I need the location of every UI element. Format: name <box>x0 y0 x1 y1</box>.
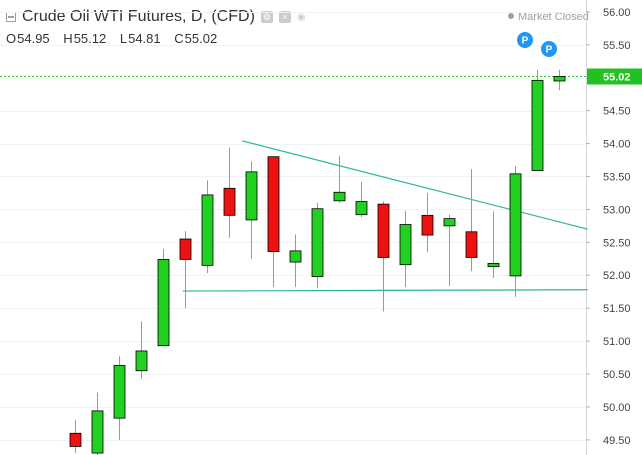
candle-up <box>135 350 148 372</box>
ohlc-readout: O54.95 H55.12 L54.81 C55.02 <box>6 31 227 46</box>
ohlc-open: O54.95 <box>6 31 50 46</box>
trendline <box>182 289 588 292</box>
pivot-marker <box>541 41 557 57</box>
price-tick-label: 54.00 <box>603 139 631 151</box>
candle-down <box>421 214 434 236</box>
close-icon[interactable]: × <box>278 11 291 23</box>
candle-down <box>69 432 82 447</box>
candle-up <box>289 250 302 263</box>
gear-icon[interactable]: ⚙ <box>260 11 273 23</box>
ohlc-low: L54.81 <box>119 31 161 46</box>
candle-up <box>201 194 214 266</box>
status-dot <box>508 13 514 19</box>
price-tick-label: 53.00 <box>603 204 631 216</box>
ohlc-high: H55.12 <box>63 31 107 46</box>
price-tick-label: 51.50 <box>603 303 631 315</box>
candle-up <box>443 218 456 227</box>
price-tick-label: 50.50 <box>603 369 631 381</box>
candle-down <box>377 203 390 258</box>
ohlc-close: C55.02 <box>174 31 218 46</box>
candle-down <box>267 156 280 252</box>
price-tick-label: 52.00 <box>603 270 631 282</box>
price-tick-label: 52.50 <box>603 237 631 249</box>
last-price-label: 55.02 <box>603 72 631 84</box>
price-tick-label: 56.00 <box>603 7 631 19</box>
pivot-marker <box>517 32 533 48</box>
candle-up <box>487 262 500 268</box>
candle-up <box>333 191 346 202</box>
candle-up <box>355 201 368 216</box>
candle-up <box>113 365 126 419</box>
candle-up <box>245 171 258 221</box>
candle-up <box>509 173 522 277</box>
candle-down <box>179 238 192 260</box>
candle-down <box>465 231 478 258</box>
price-tick-label: 50.00 <box>603 402 631 414</box>
trendline <box>242 140 588 230</box>
eye-icon[interactable]: ◉ <box>296 11 306 23</box>
pivot-marker-label: P <box>522 36 529 47</box>
price-tick-label: 55.50 <box>603 40 631 52</box>
candle-up <box>553 75 566 82</box>
candle-up <box>531 79 544 171</box>
candle-down <box>223 187 236 216</box>
price-tick-label: 49.50 <box>603 435 631 447</box>
price-tick-label: 51.00 <box>603 336 631 348</box>
candle-up <box>157 259 170 347</box>
candle-up <box>91 410 104 454</box>
market-status: Market Closed <box>508 11 589 23</box>
last-price-badge <box>587 68 642 85</box>
candle-up <box>399 224 412 266</box>
candle-up <box>311 208 324 277</box>
pivot-marker-label: P <box>546 45 553 56</box>
price-tick-label: 53.50 <box>603 171 631 183</box>
price-tick-label: 54.50 <box>603 106 631 118</box>
